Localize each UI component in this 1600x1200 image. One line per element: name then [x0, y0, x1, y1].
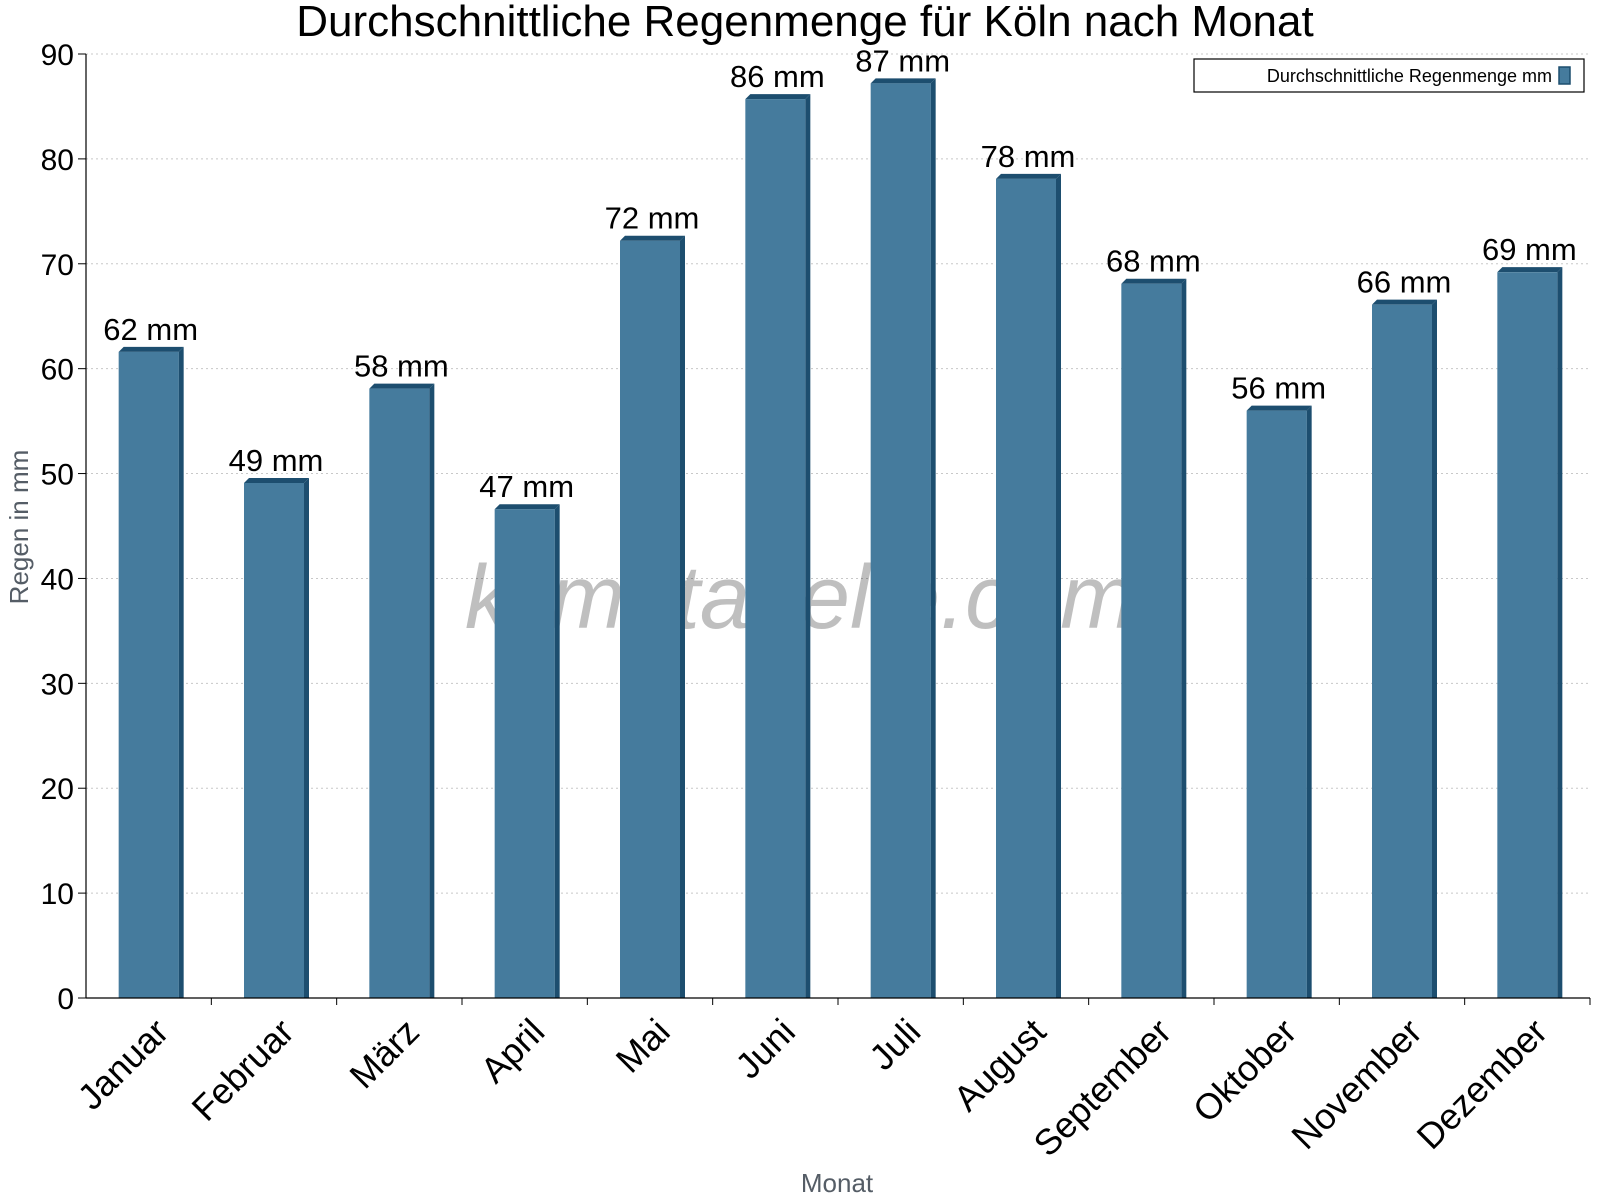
data-label: 78 mm [981, 139, 1076, 174]
y-tick-label: 30 [41, 668, 74, 701]
bar-top [745, 94, 811, 100]
legend-box [1193, 58, 1585, 93]
bar-side [304, 477, 309, 998]
chart-title: Durchschnittliche Regenmenge für Köln na… [296, 0, 1313, 46]
bar [1372, 304, 1432, 998]
bar-side [178, 346, 184, 999]
bar-side [429, 383, 435, 998]
y-tick-label: 40 [41, 563, 74, 596]
y-tick-label: 70 [41, 249, 74, 282]
legend: Durchschnittliche Regenmenge mm [1193, 58, 1585, 93]
x-tick-label: März [341, 1011, 427, 1097]
data-label: 86 mm [730, 59, 825, 94]
bar [1497, 272, 1558, 998]
legend-swatch [1558, 66, 1571, 85]
x-tick-label: September [1025, 1011, 1179, 1165]
x-tick-label: August [945, 1011, 1053, 1119]
bar-top [870, 78, 936, 84]
axes [85, 54, 1590, 999]
data-label: 69 mm [1482, 232, 1577, 267]
bar-top [494, 504, 560, 510]
data-label: 62 mm [103, 312, 198, 347]
bar-side [1432, 299, 1437, 998]
bar-top [244, 477, 309, 483]
bar [118, 351, 179, 999]
bar-top [1246, 405, 1312, 411]
bar [745, 99, 806, 998]
bar-top [1121, 278, 1187, 284]
y-tick-label: 10 [41, 878, 74, 911]
data-label: 56 mm [1231, 371, 1326, 406]
bar [870, 83, 931, 998]
x-tick-label: April [472, 1011, 552, 1091]
data-label: 58 mm [354, 349, 449, 384]
bar-side [805, 94, 811, 998]
data-labels: 62 mm 49 mm 58 mm 47 mm 72 mm 86 mm 87 mm 78 mm… [103, 43, 1576, 504]
y-axis-ticks: 0 10 20 30 40 50 60 70 80 90 [41, 39, 86, 1016]
bar-top [996, 173, 1061, 179]
bar-side [1181, 278, 1187, 998]
gridlines [86, 53, 1590, 894]
bar-side [1306, 405, 1312, 999]
bar [1246, 410, 1307, 999]
bar-side [680, 235, 685, 999]
bar [494, 509, 555, 998]
bar-top [620, 235, 685, 241]
x-tick-label: Mai [608, 1011, 678, 1081]
bar [996, 178, 1056, 999]
y-tick-label: 80 [41, 144, 74, 177]
bar-top [1372, 299, 1437, 305]
data-label: 66 mm [1357, 265, 1452, 300]
y-tick-label: 60 [41, 354, 74, 387]
bar-top [1497, 267, 1563, 273]
bar-side [1557, 267, 1563, 998]
bar [369, 388, 430, 998]
x-tick-label: Januar [69, 1011, 176, 1118]
bar [244, 482, 304, 998]
y-axis-label: Regen in mm [4, 450, 34, 605]
bar-top [369, 383, 435, 389]
x-tick-label: Juni [727, 1011, 803, 1087]
y-tick-label: 50 [41, 459, 74, 492]
x-tick-label: Februar [184, 1011, 302, 1129]
x-tick-label: November [1283, 1011, 1429, 1157]
data-label: 87 mm [855, 43, 950, 78]
data-label: 68 mm [1106, 244, 1201, 279]
bars [118, 78, 1563, 999]
x-axis-ticks: Januar Februar März April Mai Juni Juli AugustS… [69, 998, 1591, 1165]
x-axis-label: Monat [801, 1168, 874, 1198]
legend-label: Durchschnittliche Regenmenge mm [1267, 66, 1552, 86]
data-label: 72 mm [605, 201, 700, 236]
data-label: 49 mm [229, 443, 324, 478]
y-tick-label: 90 [41, 39, 74, 72]
bar-side [1056, 173, 1061, 999]
x-tick-label: Juli [861, 1011, 928, 1078]
bar-side [554, 504, 560, 998]
data-label: 47 mm [479, 469, 574, 504]
x-tick-label: Oktober [1185, 1011, 1305, 1131]
bar-top [118, 346, 184, 352]
y-tick-label: 0 [57, 983, 74, 1016]
bar [1121, 283, 1182, 998]
bar [620, 240, 680, 999]
y-tick-label: 20 [41, 773, 74, 806]
bar-side [930, 78, 936, 998]
x-tick-label: Dezember [1409, 1011, 1555, 1157]
